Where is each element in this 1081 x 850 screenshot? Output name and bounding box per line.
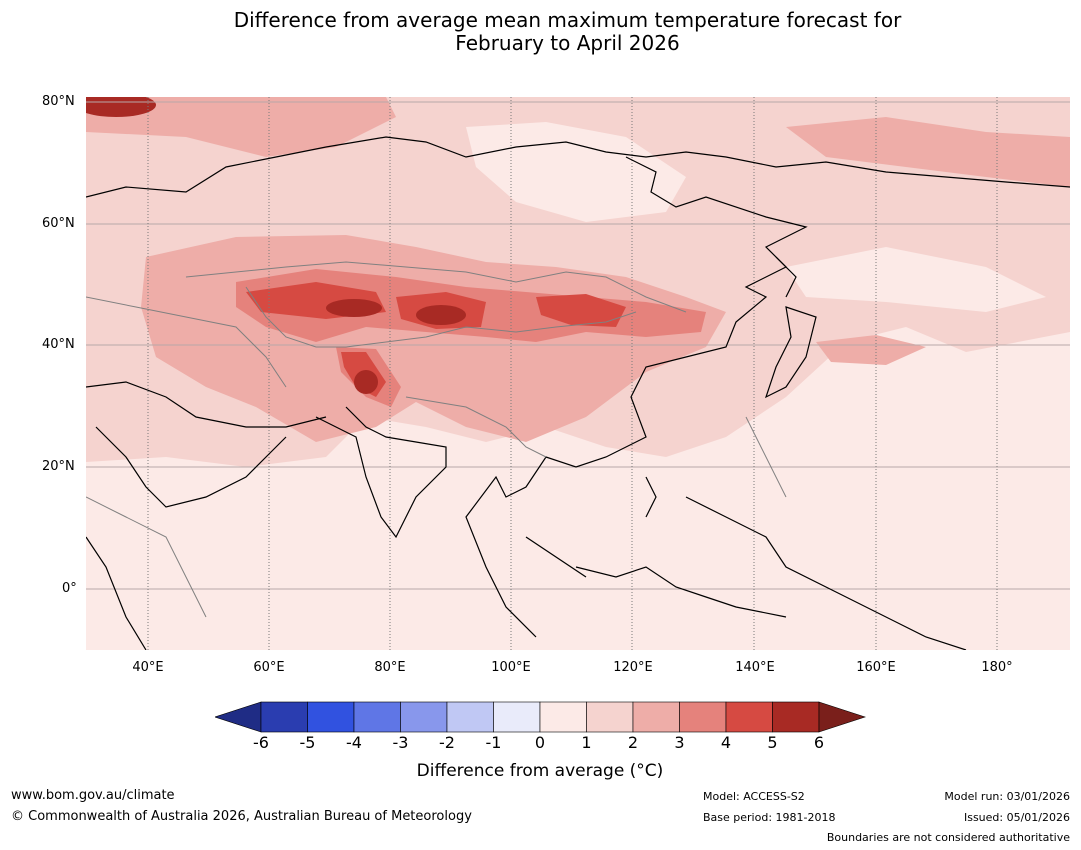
colorbar-segment [353, 701, 401, 733]
lat-label-0: 0° [62, 581, 77, 596]
lat-label-60n: 60°N [42, 216, 75, 231]
colorbar-arrow-high [818, 701, 866, 733]
colorbar-segment [539, 701, 587, 733]
map-canvas [86, 97, 1070, 650]
anomaly-core-5-6-b [416, 305, 466, 325]
map-title: Difference from average mean maximum tem… [0, 9, 1081, 55]
colorbar-segment [632, 701, 680, 733]
map-title-line1: Difference from average mean maximum tem… [233, 8, 902, 32]
colorbar-tick-label: -4 [346, 733, 362, 752]
colorbar-svg [214, 701, 866, 733]
colorbar-tick-label: 0 [534, 733, 546, 752]
lon-label-80e: 80°E [374, 660, 406, 675]
colorbar-tick-label: 3 [674, 733, 685, 752]
colorbar-tick-label: 5 [767, 733, 778, 752]
lon-label-140e: 140°E [735, 660, 775, 675]
anomaly-band-2-3-pacific [816, 335, 926, 365]
lat-label-80n: 80°N [42, 94, 75, 109]
lon-label-120e: 120°E [613, 660, 653, 675]
anomaly-band-4-5-east [536, 294, 626, 327]
footer-website[interactable]: www.bom.gov.au/climate [11, 788, 175, 803]
footer-copyright: © Commonwealth of Australia 2026, Austra… [11, 809, 472, 824]
footer-issued: Issued: 05/01/2026 [963, 811, 1070, 824]
colorbar-segment [679, 701, 727, 733]
colorbar-tick-label: 1 [581, 733, 592, 752]
lat-label-40n: 40°N [42, 337, 75, 352]
colorbar-segment [772, 701, 820, 733]
anomaly-core-5-6-c [354, 370, 378, 394]
footer-disclaimer: Boundaries are not considered authoritat… [826, 831, 1070, 844]
lon-label-180: 180° [981, 660, 1013, 675]
colorbar-arrow-low [214, 701, 262, 733]
colorbar-segment [446, 701, 494, 733]
anomaly-core-5-6-a [326, 299, 382, 317]
colorbar-tick-label: 4 [720, 733, 732, 752]
colorbar-tick-label: -1 [485, 733, 502, 752]
colorbar-tick-label: -2 [439, 733, 455, 752]
footer-model-run: Model run: 03/01/2026 [944, 790, 1070, 803]
country-boundaries [86, 261, 787, 618]
colorbar [214, 700, 867, 734]
colorbar-tick-label: -3 [392, 733, 409, 752]
colorbar-segment [586, 701, 634, 733]
anomaly-band-2-3-arctic [86, 97, 396, 157]
colorbar-tick-label: -5 [299, 733, 316, 752]
forecast-map [86, 97, 1070, 650]
lat-label-20n: 20°N [42, 459, 75, 474]
lon-label-40e: 40°E [132, 660, 164, 675]
lon-label-100e: 100°E [491, 660, 531, 675]
colorbar-segment [725, 701, 773, 733]
colorbar-segment [493, 701, 541, 733]
map-title-line2: February to April 2026 [455, 31, 680, 55]
lon-label-60e: 60°E [253, 660, 285, 675]
colorbar-segment [400, 701, 448, 733]
footer-model: Model: ACCESS-S2 [703, 790, 805, 803]
coastlines [86, 136, 1070, 650]
meridians [147, 97, 998, 650]
colorbar-tick-label: 6 [813, 733, 825, 752]
colorbar-tick-label: -6 [253, 733, 269, 752]
footer-base-period: Base period: 1981-2018 [703, 811, 836, 824]
anomaly-pocket-far-east [786, 247, 1046, 312]
colorbar-segment [307, 701, 355, 733]
colorbar-tick-label: 2 [627, 733, 639, 752]
anomaly-band-2-3-arctic-east [786, 117, 1070, 187]
colorbar-segment [260, 701, 308, 733]
lon-label-160e: 160°E [856, 660, 896, 675]
colorbar-label: Difference from average (°C) [416, 761, 664, 781]
graticule [86, 101, 1070, 590]
